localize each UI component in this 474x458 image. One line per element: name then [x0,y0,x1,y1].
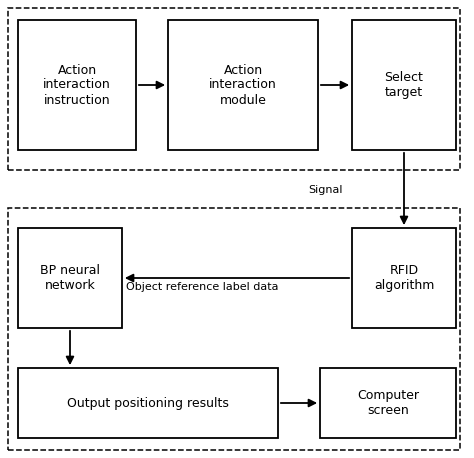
Bar [352,20,456,150]
Text: Select
target: Select target [384,71,423,99]
Text: BP neural
network: BP neural network [40,264,100,292]
Bar [168,20,318,150]
Bar [8,208,460,450]
Bar [352,228,456,328]
Text: Computer
screen: Computer screen [357,389,419,417]
Bar [18,20,136,150]
Text: Action
interaction
instruction: Action interaction instruction [43,64,111,107]
Text: Output positioning results: Output positioning results [67,397,229,409]
Bar [18,228,122,328]
Text: RFID
algorithm: RFID algorithm [374,264,434,292]
Bar [18,368,278,438]
Text: Action
interaction
module: Action interaction module [209,64,277,107]
Text: Signal: Signal [308,185,343,195]
Text: Object reference label data: Object reference label data [126,282,279,292]
Bar [320,368,456,438]
Bar [8,8,460,170]
